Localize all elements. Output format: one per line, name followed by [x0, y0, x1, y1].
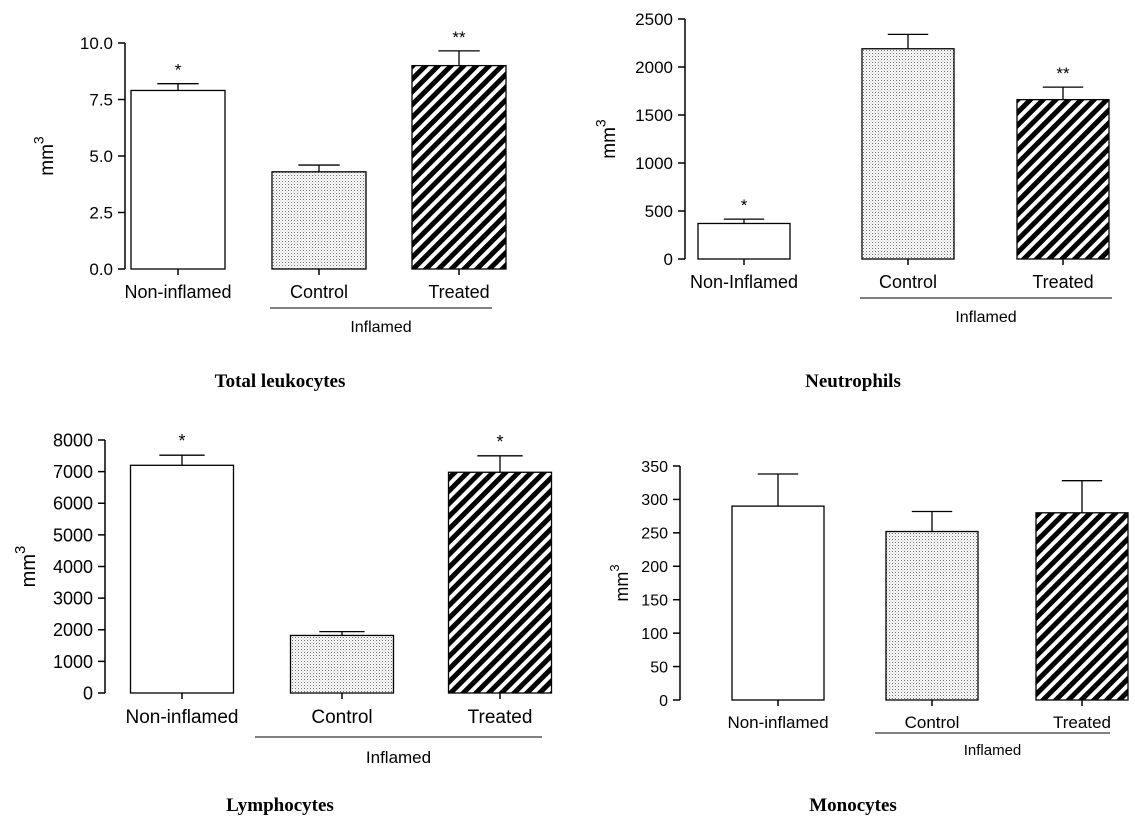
y-axis-label: mm3: [607, 564, 632, 601]
significance-marker: *: [741, 196, 748, 215]
x-tick-label: Non-Inflamed: [690, 272, 798, 292]
y-tick-label: 6000: [53, 494, 93, 514]
chart-lymphocytes: 0 1000 2000 3000 4000 5000 6000 7000 8000 mm3 * Non…: [10, 430, 553, 770]
y-axis-label-superscript: 3: [31, 136, 47, 144]
bar-treated: [447, 471, 553, 694]
chart-svg-total-leukocytes: 0.0 2.5 5.0 7.5 10.0 mm3 * Non-inflamed Control *…: [31, 28, 507, 336]
chart-total-leukocytes: 0.0 2.5 5.0 7.5 10.0 mm3 * Non-inflamed Control *…: [30, 25, 530, 345]
y-tick-label: 50: [650, 659, 668, 676]
y-tick-label: 4000: [53, 557, 93, 577]
y-tick-label: 7.5: [89, 91, 113, 110]
bar-non-inflamed: [697, 222, 791, 260]
y-tick-label: 5.0: [89, 147, 113, 166]
y-axis-label-superscript: 3: [12, 546, 29, 554]
x-tick-label: Control: [879, 272, 937, 292]
y-tick-label: 7000: [53, 462, 93, 482]
y-tick-label: 100: [641, 626, 668, 643]
y-tick-label: 3000: [53, 589, 93, 609]
significance-marker: **: [452, 28, 466, 47]
bar-non-inflamed: [130, 89, 226, 270]
y-tick-label: 250: [641, 526, 668, 543]
significance-marker: **: [1056, 64, 1070, 83]
y-tick-label: 150: [641, 592, 668, 609]
group-label: Inflamed: [350, 319, 411, 336]
caption-total-leukocytes: Total leukocytes: [214, 371, 346, 392]
bar-treated: [1016, 98, 1110, 260]
significance-marker: *: [496, 432, 503, 452]
x-tick-label: Treated: [468, 707, 533, 728]
bar-control: [861, 48, 955, 260]
x-tick-label: Control: [311, 707, 372, 728]
y-tick-label: 5000: [53, 525, 93, 545]
chart-svg-lymphocytes: 0 1000 2000 3000 4000 5000 6000 7000 8000 mm3 * Non…: [12, 430, 553, 767]
x-tick-label: Non-inflamed: [727, 713, 828, 732]
chart-svg-neutrophils: 0 500 1000 1500 2000 2500 mm3 * Non-Inflamed Cont…: [593, 10, 1112, 326]
y-tick-label: 350: [641, 459, 668, 476]
y-tick-label: 300: [641, 492, 668, 509]
y-tick-label: 8000: [53, 430, 93, 450]
y-axis-label-superscript: 3: [593, 119, 609, 127]
x-tick-label: Non-inflamed: [124, 282, 231, 302]
significance-marker: *: [178, 431, 185, 451]
x-tick-label: Treated: [1053, 713, 1111, 732]
y-tick-label: 0: [664, 250, 673, 269]
y-tick-label: 0: [83, 683, 93, 703]
group-label: Inflamed: [964, 742, 1022, 759]
y-tick-label: 2.5: [89, 204, 113, 223]
y-tick-label: 10.0: [80, 34, 113, 53]
y-axis-label-superscript: 3: [607, 564, 622, 571]
group-label: Inflamed: [955, 309, 1016, 326]
y-tick-label: 1500: [635, 106, 673, 125]
y-axis-label: mm3: [593, 119, 620, 159]
y-tick-label: 200: [641, 559, 668, 576]
y-tick-label: 2000: [635, 58, 673, 77]
chart-neutrophils: 0 500 1000 1500 2000 2500 mm3 * Non-Inflamed Cont…: [590, 2, 1130, 347]
x-tick-label: Treated: [428, 282, 489, 302]
chart-svg-monocytes: 0 50 100 150 200 250 300 350 mm3 Non-inflamed Cont…: [607, 459, 1129, 759]
x-tick-label: Non-inflamed: [126, 707, 239, 728]
y-tick-label: 1000: [635, 154, 673, 173]
x-tick-label: Control: [905, 713, 960, 732]
y-tick-label: 2000: [53, 620, 93, 640]
bar-control: [271, 171, 367, 270]
bar-control: [289, 634, 395, 694]
x-tick-label: Treated: [1032, 272, 1093, 292]
caption-lymphocytes: Lymphocytes: [226, 795, 334, 816]
y-tick-label: 1000: [53, 652, 93, 672]
y-tick-label: 500: [645, 202, 673, 221]
bar-treated: [411, 64, 507, 270]
bar-non-inflamed: [129, 464, 235, 694]
chart-monocytes: 0 50 100 150 200 250 300 350 mm3 Non-inflamed Cont…: [607, 455, 1135, 760]
bar-treated: [1035, 512, 1129, 701]
y-tick-label: 2500: [635, 10, 673, 29]
caption-monocytes: Monocytes: [809, 795, 897, 816]
group-label: Inflamed: [366, 748, 431, 767]
x-tick-label: Control: [290, 282, 348, 302]
bar-control: [885, 530, 979, 701]
bar-non-inflamed: [731, 505, 825, 701]
caption-neutrophils: Neutrophils: [805, 371, 901, 392]
y-tick-label: 0.0: [89, 260, 113, 279]
y-axis-label: mm3: [31, 136, 58, 176]
significance-marker: *: [175, 61, 182, 80]
y-tick-label: 0: [659, 693, 668, 710]
y-axis-label: mm3: [12, 546, 40, 588]
